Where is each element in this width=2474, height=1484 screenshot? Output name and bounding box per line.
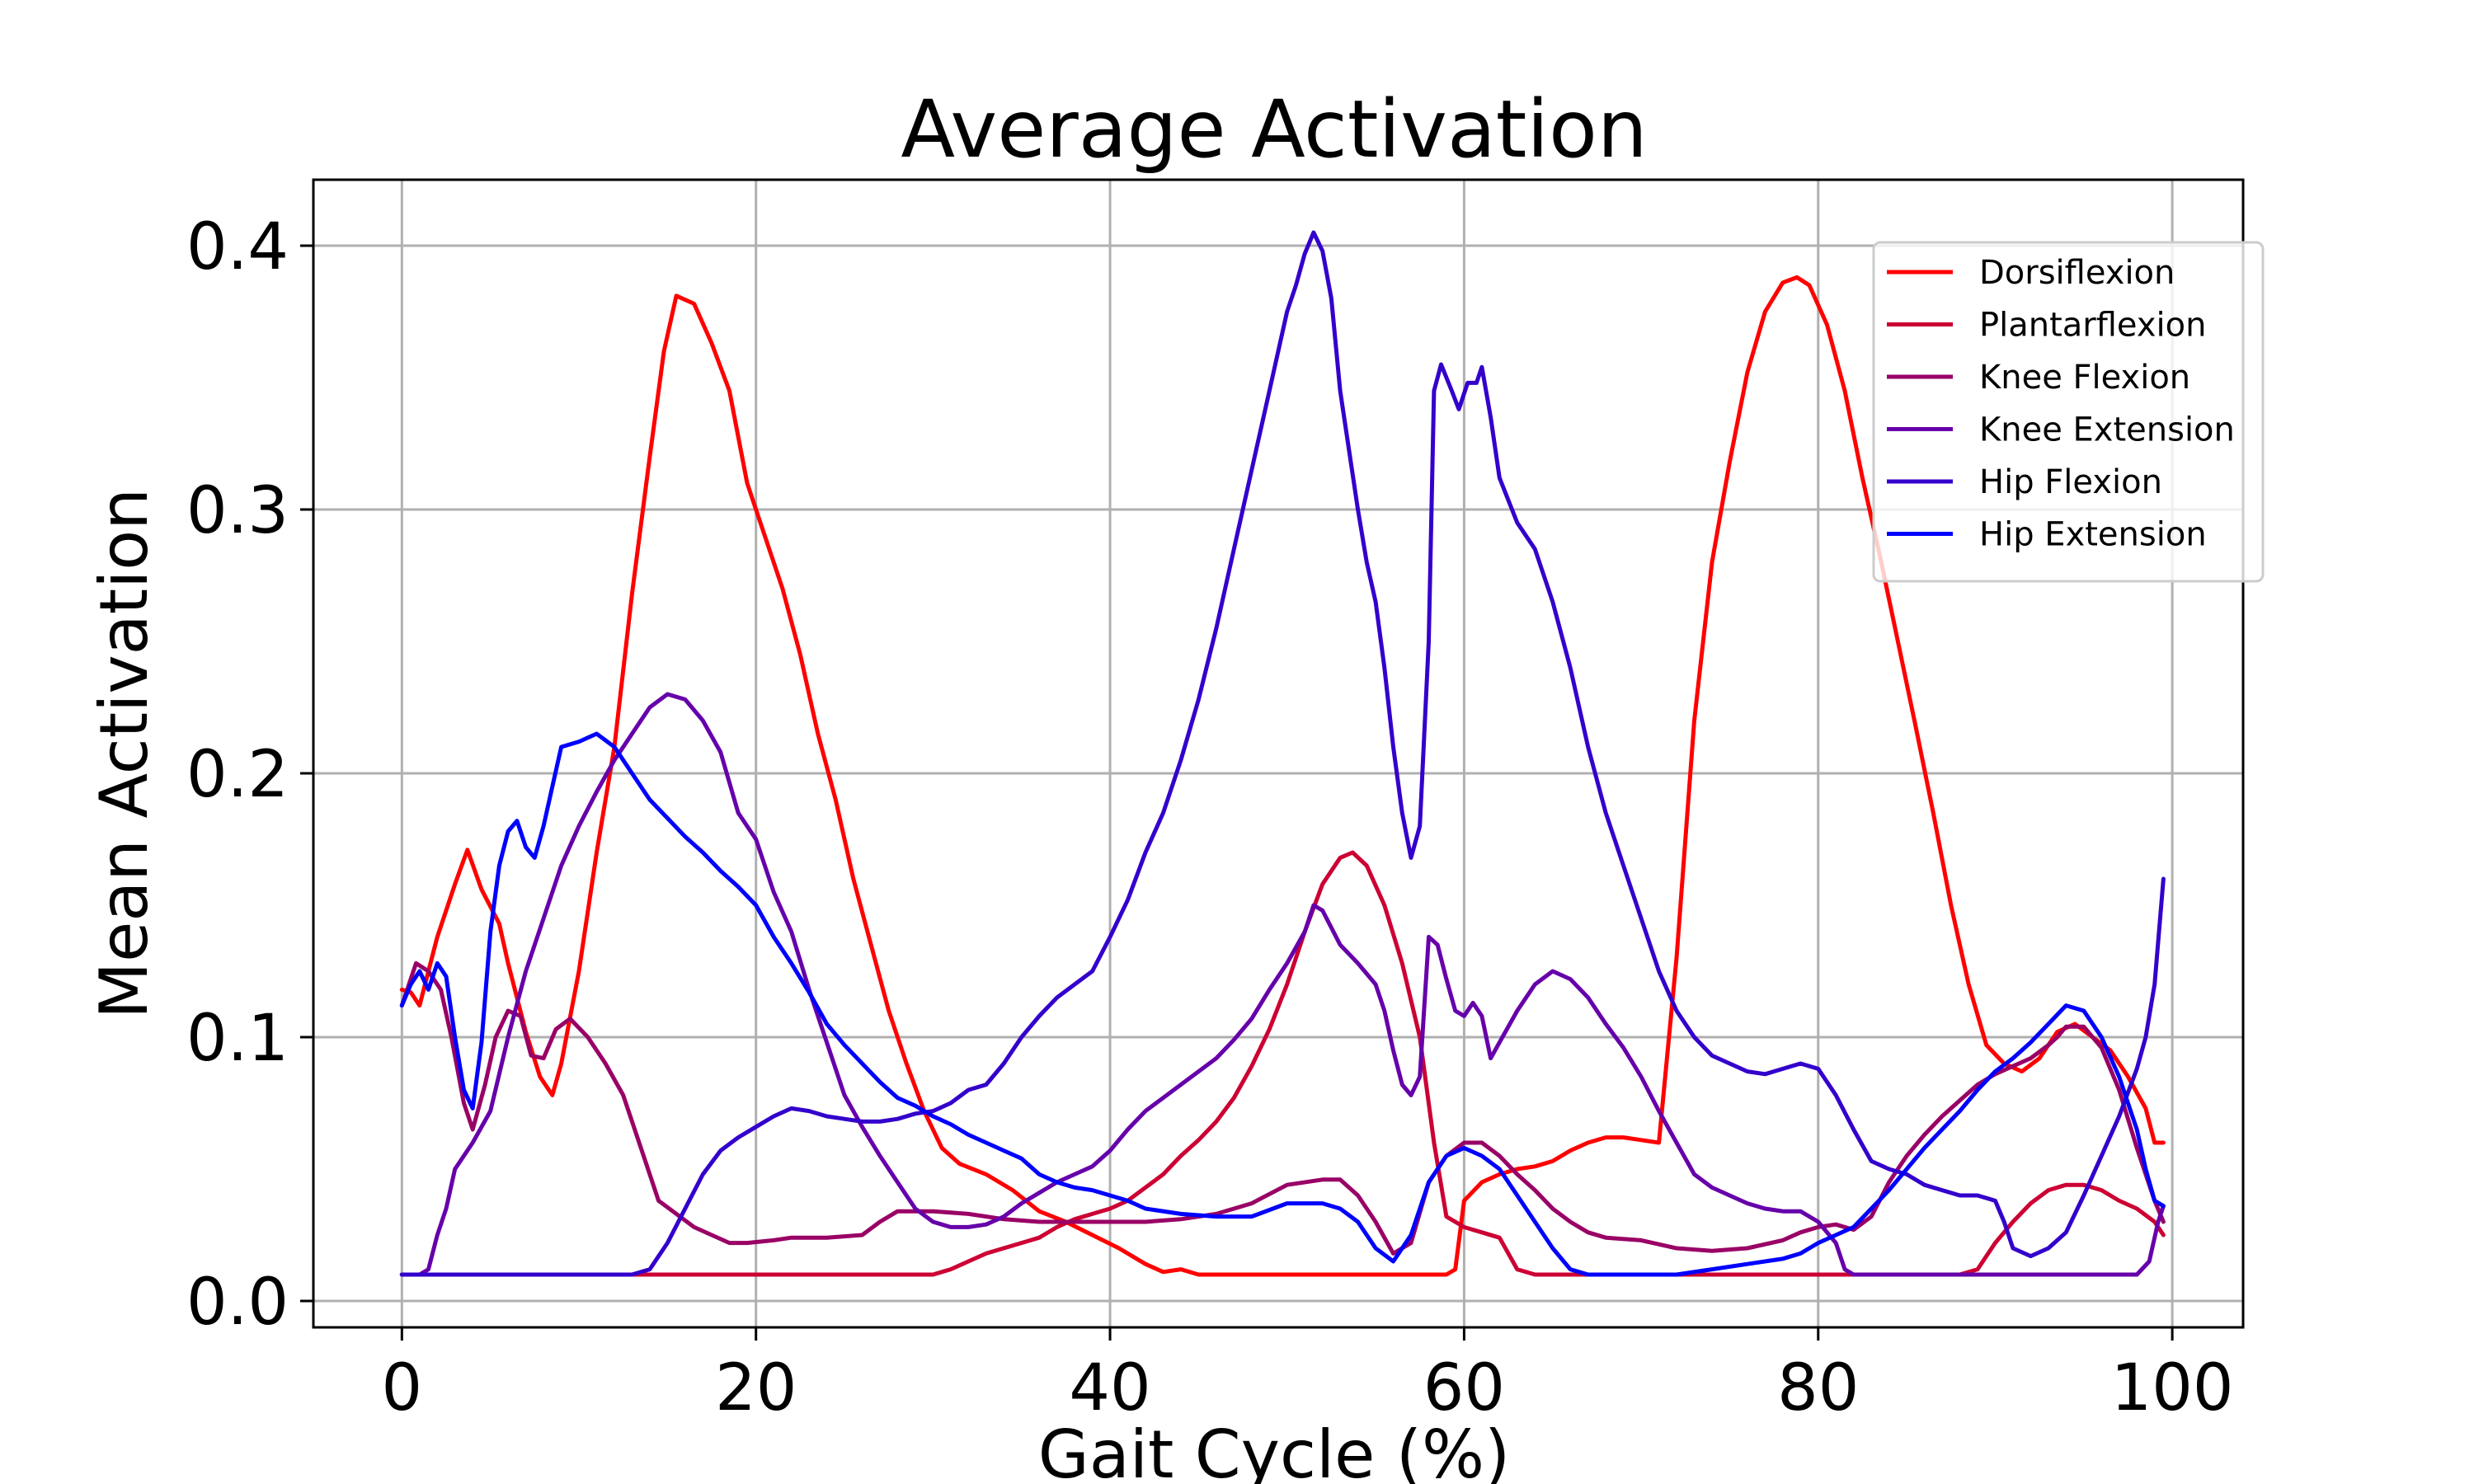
- legend-label-hip-flexion: Hip Flexion: [1979, 463, 2162, 501]
- legend-label-knee-flexion: Knee Flexion: [1979, 359, 2190, 397]
- legend-box: [1872, 241, 2265, 583]
- y-tick-label: 0.3: [186, 474, 289, 548]
- y-tick-label: 0.2: [186, 738, 289, 812]
- plot-frame: [312, 178, 2245, 1329]
- x-tick-label: 0: [382, 1351, 423, 1425]
- series-line-hip-flexion: [399, 230, 2166, 1277]
- x-tick-label: 80: [1777, 1351, 1859, 1425]
- series-line-knee-flexion: [399, 960, 2166, 1256]
- legend-label-hip-extension: Hip Extension: [1979, 516, 2207, 554]
- x-axis-label: Gait Cycle (%): [1038, 1416, 1511, 1484]
- series-line-dorsiflexion: [399, 275, 2166, 1277]
- y-tick-label: 0.1: [186, 1002, 289, 1076]
- axis-ticks: 0 20 40 60 80 100 0.0 0.1 0.2 0.3 0.4: [186, 210, 2234, 1425]
- chart-title: Average Activation: [901, 83, 1647, 176]
- y-axis-label: Mean Activation: [86, 488, 162, 1019]
- legend: Dorsiflexion Plantarflexion Knee Flexion Kn…: [1872, 241, 2265, 583]
- legend-label-plantarflexion: Plantarflexion: [1979, 307, 2206, 345]
- legend-label-knee-extension: Knee Extension: [1979, 411, 2235, 449]
- y-tick-label: 0.0: [186, 1266, 289, 1340]
- series-line-plantarflexion: [399, 850, 2166, 1277]
- x-tick-label: 40: [1069, 1351, 1150, 1425]
- x-tick-label: 60: [1423, 1351, 1505, 1425]
- y-tick-label: 0.4: [186, 210, 289, 284]
- series-group: [399, 230, 2166, 1277]
- series-line-knee-extension: [399, 692, 2166, 1277]
- x-tick-label: 100: [2111, 1351, 2234, 1425]
- x-tick-label: 20: [715, 1351, 797, 1425]
- legend-label-dorsiflexion: Dorsiflexion: [1979, 254, 2175, 292]
- series-line-hip-extension: [399, 731, 2166, 1277]
